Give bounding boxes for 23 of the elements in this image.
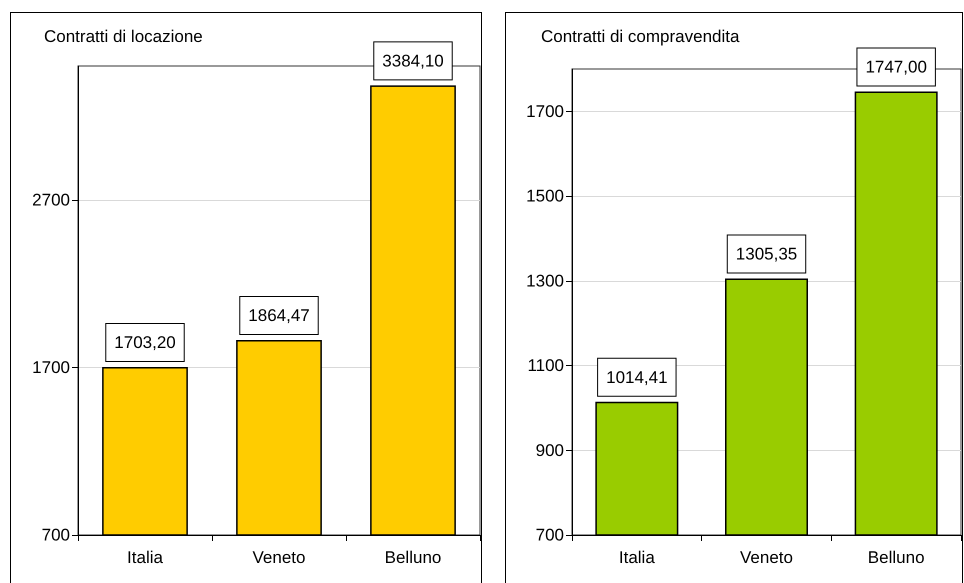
data-label: 1747,00 (865, 57, 927, 76)
y-tick-label: 1100 (527, 356, 564, 376)
x-tick-label: Belluno (868, 548, 925, 567)
data-label: 3384,10 (382, 51, 444, 70)
x-tick-label: Italia (127, 548, 164, 567)
y-tick-label: 700 (42, 526, 70, 544)
data-label: 1305,35 (736, 244, 798, 264)
data-label: 1703,20 (114, 332, 176, 352)
y-tick-label: 1700 (526, 102, 564, 121)
x-tick-label: Veneto (252, 548, 306, 567)
chart-title: Contratti di compravendita (541, 27, 740, 46)
y-tick-label: 2700 (32, 190, 70, 210)
y-tick-label: 1300 (526, 271, 564, 290)
y-tick-label: 1500 (526, 186, 564, 206)
x-tick-label: Italia (618, 548, 656, 567)
data-label: 1014,41 (606, 368, 668, 387)
x-tick-label: Veneto (740, 548, 793, 567)
y-tick-label: 700 (536, 526, 564, 544)
x-tick-label: Belluno (384, 548, 442, 567)
y-tick-label: 1700 (32, 358, 70, 377)
data-label: 1864,47 (248, 306, 310, 325)
y-tick-label: 900 (536, 440, 564, 460)
chart-title: Contratti di locazione (44, 27, 203, 46)
